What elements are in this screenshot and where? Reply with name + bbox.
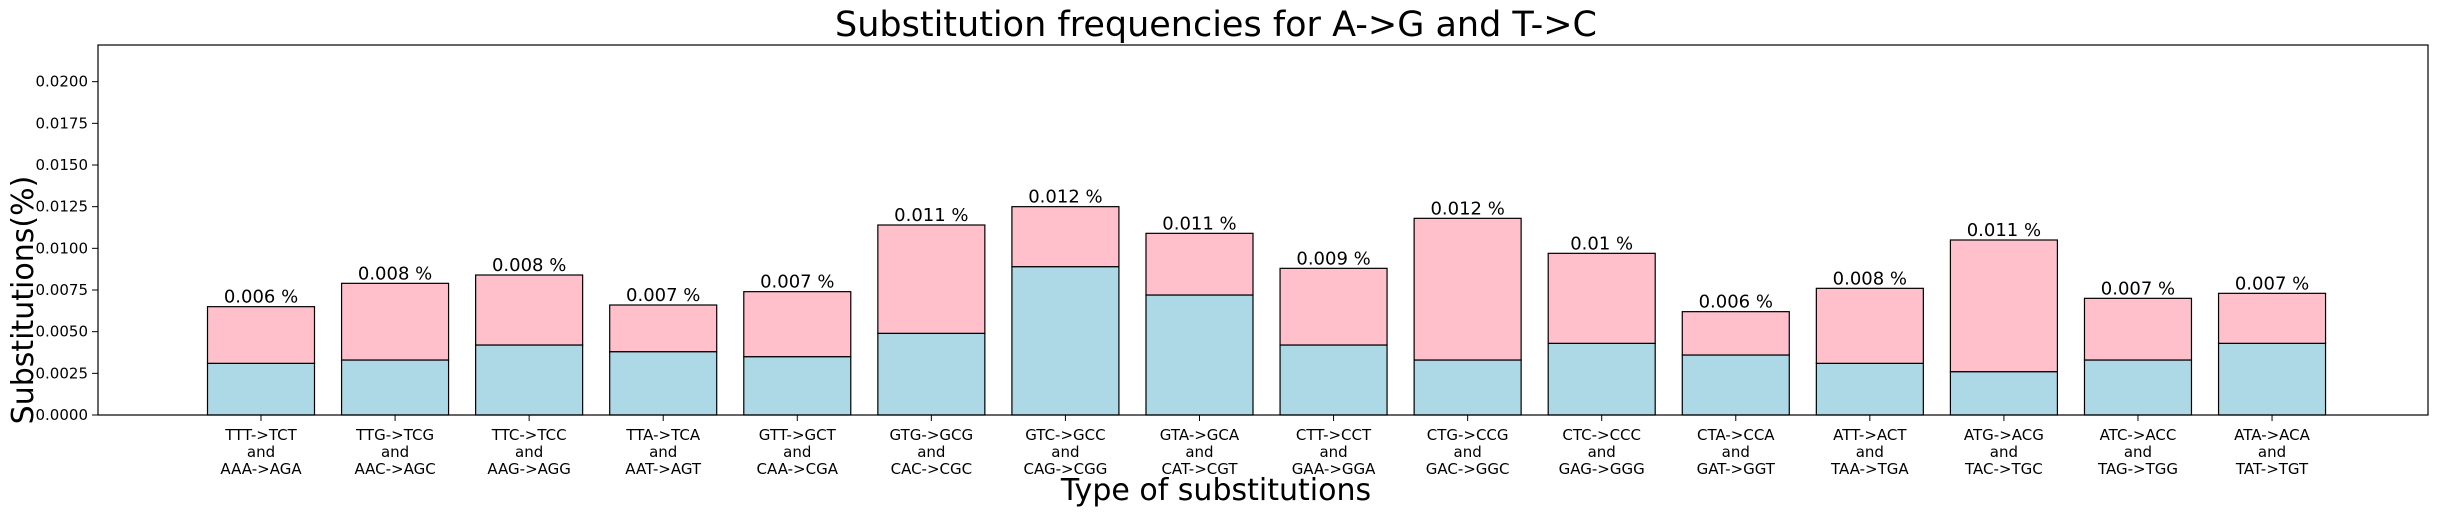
bar-segment-upper	[340, 282, 450, 361]
bar-segment-lower	[1413, 359, 1522, 416]
bar-segment-upper	[1949, 239, 2059, 373]
y-tick-label: 0.0175	[36, 114, 89, 132]
data-label: 0.007 %	[626, 285, 700, 306]
data-label: 0.011 %	[894, 205, 968, 226]
y-tick-label: 0.0150	[36, 156, 89, 174]
bar-segment-upper	[609, 304, 718, 353]
data-label: 0.006 %	[1699, 292, 1773, 313]
x-tick-label: CTG->CCG and GAC->GGC	[1426, 426, 1510, 478]
x-tick-label: ATG->ACG and TAC->TGC	[1964, 426, 2044, 478]
bar-segment-upper	[2083, 297, 2193, 361]
bar-segment-lower	[475, 344, 584, 416]
x-tick-label: TTT->TCT and AAA->AGA	[220, 426, 302, 478]
bar-segment-lower	[1949, 371, 2059, 416]
bar-segment-lower	[1681, 354, 1790, 416]
data-label: 0.009 %	[1296, 248, 1370, 269]
y-tick-label: 0.0125	[36, 198, 89, 216]
bar-segment-upper	[1681, 311, 1790, 356]
bar-segment-upper	[1815, 287, 1924, 364]
y-tick-label: 0.0025	[36, 364, 89, 382]
bar-segment-upper	[475, 274, 584, 346]
y-tick-label: 0.0050	[36, 323, 89, 341]
bar-segment-lower	[1145, 294, 1254, 416]
data-label: 0.008 %	[492, 255, 566, 276]
data-label: 0.01 %	[1570, 233, 1633, 254]
data-labels-layer: 0.006 % 0.008 % 0.008 % 0.007 % 0.007 % 0.011…	[224, 187, 2309, 313]
bar-segment-upper	[1279, 267, 1388, 346]
bar-segment-upper	[206, 306, 316, 364]
chart-title: Substitution frequencies for A->G and T-…	[835, 5, 1597, 45]
bar-segment-upper	[1547, 252, 1656, 344]
bar-segment-lower	[1279, 344, 1388, 416]
x-axis-label: Type of substitutions	[1060, 473, 1371, 508]
bar-segment-upper	[1011, 206, 1120, 268]
x-tick-label: CTA->CCA and GAT->GGT	[1697, 426, 1776, 478]
x-tick-label: GTA->GCA and CAT->CGT	[1160, 426, 1240, 478]
x-tick-label: ATT->ACT and TAA->TGA	[1830, 426, 1909, 478]
data-label: 0.011 %	[1162, 213, 1236, 234]
x-tick-label: GTT->GCT and CAA->CGA	[757, 426, 839, 478]
bar-segment-upper	[2217, 292, 2327, 344]
x-tick-label: GTG->GCG and CAC->CGC	[890, 426, 974, 478]
y-tick-label: 0.0000	[36, 406, 89, 424]
x-tick-label: GTC->GCC and CAG->CGG	[1024, 426, 1108, 478]
bar-segment-lower	[2217, 342, 2327, 416]
y-axis-label: Substitutions(%)	[6, 176, 41, 425]
bar-segment-lower	[1815, 362, 1924, 416]
y-axis: 0.0000 0.0025 0.0050 0.0075 0.0100 0.0125 0.01…	[36, 73, 98, 424]
x-tick-label: CTC->CCC and GAG->GGG	[1559, 426, 1645, 478]
x-tick-label: TTG->TCG and AAC->AGC	[354, 426, 435, 478]
x-axis: TTT->TCT and AAA->AGA TTG->TCG and AAC->AGC TT…	[220, 415, 2311, 478]
y-tick-label: 0.0075	[36, 281, 89, 299]
bar-segment-upper	[877, 224, 986, 334]
x-tick-label: ATC->ACC and TAG->TGG	[2097, 426, 2178, 478]
x-tick-label: ATA->ACA and TAT->TGT	[2234, 426, 2310, 478]
data-label: 0.007 %	[2235, 273, 2309, 294]
data-label: 0.007 %	[2101, 278, 2175, 299]
x-tick-label: TTC->TCC and AAG->AGG	[487, 426, 571, 478]
bar-segment-lower	[2083, 359, 2193, 416]
plot-frame	[97, 44, 2429, 416]
data-label: 0.006 %	[224, 287, 298, 308]
data-label: 0.012 %	[1028, 187, 1102, 208]
data-label: 0.011 %	[1967, 220, 2041, 241]
bar-segment-lower	[340, 359, 450, 416]
bar-segment-lower	[877, 332, 986, 416]
bar-segment-lower	[609, 351, 718, 416]
bar-segment-lower	[1547, 342, 1656, 416]
data-label: 0.008 %	[358, 263, 432, 284]
bar-segment-upper	[743, 291, 852, 358]
bar-segment-upper	[1413, 217, 1522, 361]
data-label: 0.007 %	[760, 272, 834, 293]
y-tick-label: 0.0200	[36, 73, 89, 91]
bar-segment-lower	[1011, 266, 1120, 416]
x-tick-label: CTT->CCT and GAA->GGA	[1292, 426, 1376, 478]
bar-segment-upper	[1145, 232, 1254, 296]
data-label: 0.012 %	[1430, 198, 1504, 219]
x-tick-label: TTA->TCA and AAT->AGT	[625, 426, 702, 478]
bar-segment-lower	[743, 356, 852, 416]
bars-layer	[206, 206, 2327, 416]
y-tick-label: 0.0100	[36, 239, 89, 257]
bar-segment-lower	[206, 362, 316, 416]
data-label: 0.008 %	[1833, 268, 1907, 289]
